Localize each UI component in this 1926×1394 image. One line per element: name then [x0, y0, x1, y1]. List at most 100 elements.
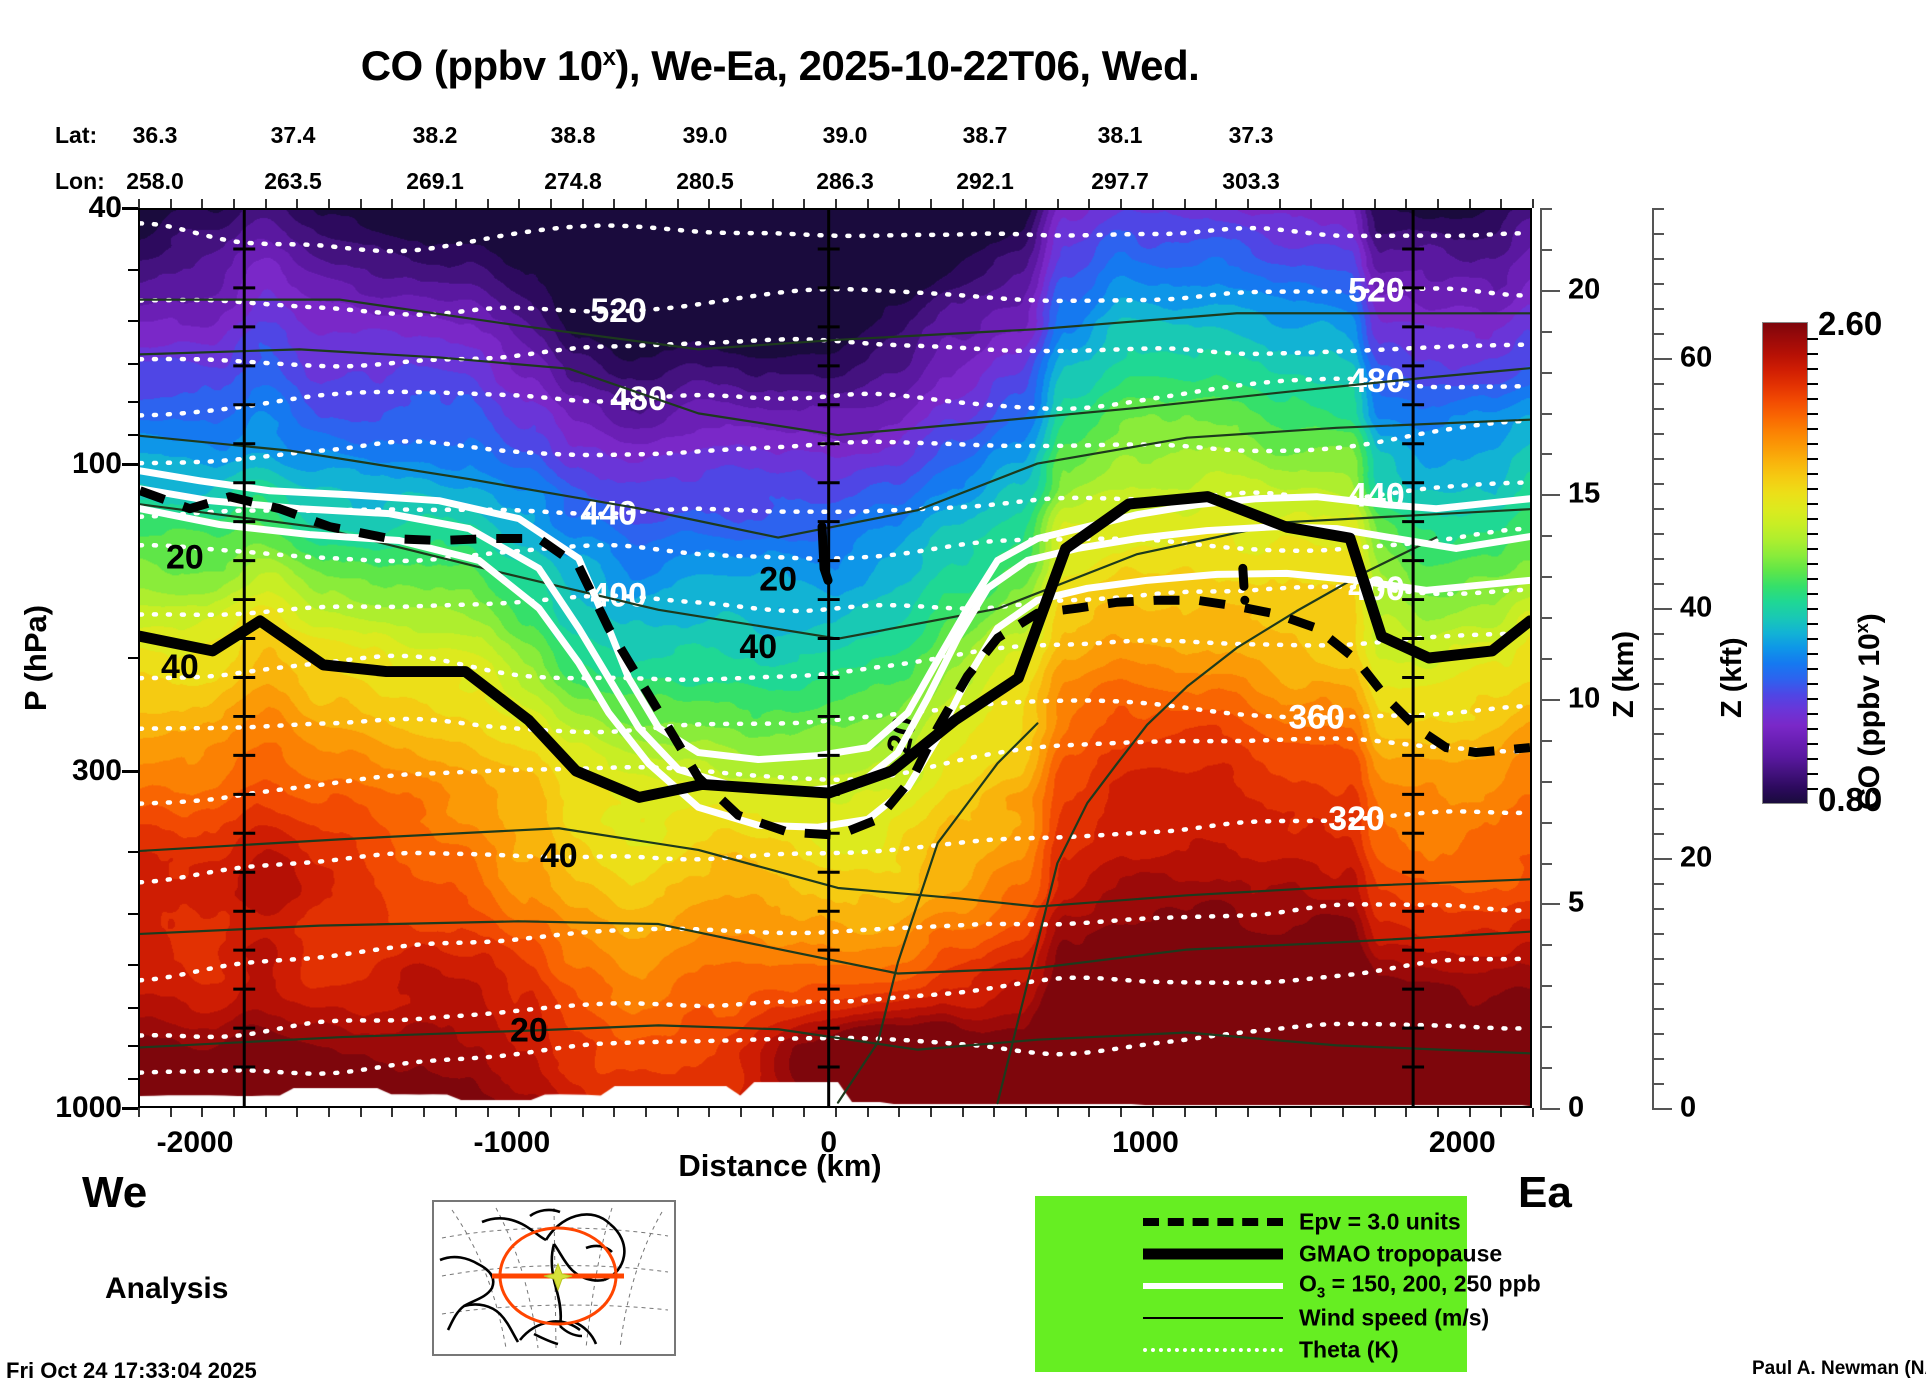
- altitude-kft-label-0: 0: [1680, 1091, 1697, 1124]
- colorbar-tick: [1807, 443, 1818, 445]
- o3-contour-200: [140, 485, 1530, 795]
- altitude-km-tick: [1540, 289, 1560, 292]
- distance-tick-top: [1215, 199, 1218, 208]
- longitude-value-4: 280.5: [676, 168, 734, 194]
- legend-sample-dashed-thick: [1143, 1218, 1283, 1226]
- altitude-kft-tick: [1652, 433, 1664, 435]
- colorbar-min-label: 0.80: [1818, 781, 1883, 818]
- altitude-km-tick: [1540, 412, 1552, 415]
- co-field-canvas: [140, 210, 1530, 1106]
- legend-label-sub: 3: [1316, 1284, 1326, 1302]
- distance-tick: [1215, 1108, 1218, 1117]
- distance-tick-top: [771, 199, 774, 208]
- altitude-kft-tick: [1652, 883, 1664, 885]
- co-colorfill: [140, 210, 1530, 1106]
- theta-contour-300: [140, 902, 1529, 983]
- colorbar-tick: [1807, 638, 1818, 640]
- legend[interactable]: Epv = 3.0 units GMAO tropopause O3 = 150, …: [1035, 1196, 1541, 1372]
- colorbar-tick: [1807, 428, 1818, 430]
- theta-contour-400: [140, 584, 1529, 618]
- distance-tick: [138, 1108, 140, 1117]
- latitude-value-3: 38.8: [550, 122, 596, 148]
- theta-contour-360: [140, 698, 1529, 735]
- colorbar-tick: [1807, 353, 1818, 355]
- altitude-kft-tick: [1652, 408, 1664, 410]
- cross-section-plot[interactable]: 520 520 480 480 440 440 400 400 360 320 20 20 40 40 40…: [138, 208, 1532, 1108]
- distance-tick: [1500, 1108, 1503, 1117]
- distance-tick-top: [1310, 199, 1313, 208]
- o3-contour-150: [140, 467, 1530, 764]
- distance-tick-label--1000: -1000: [473, 1126, 551, 1159]
- distance-tick: [486, 1108, 489, 1117]
- inset-locator-map[interactable]: [432, 1200, 676, 1356]
- colorbar-tick: [1807, 608, 1818, 610]
- distance-tick-top: [613, 199, 616, 208]
- altitude-km-tick: [1540, 944, 1552, 947]
- latitude-value-7: 38.1: [1097, 122, 1143, 148]
- distance-tick: [169, 1108, 172, 1117]
- distance-tick-label-0: 0: [820, 1126, 837, 1159]
- colorbar-tick: [1807, 533, 1818, 535]
- distance-tick: [1246, 1108, 1249, 1117]
- altitude-kft-tick: [1652, 1033, 1664, 1035]
- colorbar-tick: [1807, 458, 1818, 460]
- distance-tick: [866, 1108, 869, 1117]
- distance-tick: [1183, 1108, 1186, 1117]
- distance-tick: [423, 1108, 426, 1117]
- theta-contour-320: [140, 809, 1529, 885]
- distance-tick-top: [1183, 199, 1186, 208]
- latitude-label: Lat:: [55, 122, 98, 148]
- legend-row-1[interactable]: GMAO tropopause: [1047, 1238, 1502, 1270]
- altitude-kft-tick: [1652, 508, 1664, 510]
- wind-label-40-low: 40: [540, 837, 578, 875]
- altitude-kft-tick: [1652, 258, 1664, 260]
- colorbar-tick: [1807, 593, 1818, 595]
- altitude-km-tick: [1540, 780, 1552, 783]
- altitude-km-label-0: 0: [1568, 1091, 1585, 1124]
- distance-tick: [1405, 1108, 1408, 1117]
- legend-row-3[interactable]: Wind speed (m/s): [1047, 1302, 1489, 1334]
- distance-tick: [1056, 1108, 1059, 1117]
- colorbar-tick: [1807, 383, 1818, 385]
- pressure-minor-tick: [128, 320, 138, 323]
- latitude-value-6: 38.7: [962, 122, 1008, 148]
- tropopause-fragment-b: [1238, 563, 1250, 605]
- west-endpoint-label: We: [82, 1168, 148, 1217]
- legend-sample-solid-thick: [1143, 1248, 1283, 1260]
- title-superscript: x: [602, 44, 616, 71]
- distance-tick: [1151, 1108, 1154, 1117]
- legend-row-2[interactable]: O3 = 150, 200, 250 ppb: [1047, 1270, 1541, 1302]
- legend-label-1: GMAO tropopause: [1299, 1240, 1503, 1267]
- windspeed-contour-20-4: [140, 827, 1530, 908]
- theta-contour-520: [140, 286, 1529, 317]
- colorbar-tick: [1807, 668, 1818, 670]
- pressure-minor-tick: [128, 913, 138, 916]
- altitude-kft-tick: [1652, 758, 1664, 760]
- distance-tick-top: [359, 199, 362, 208]
- theta-contour-500: [140, 336, 1529, 369]
- pressure-minor-tick: [128, 433, 138, 436]
- wind-label-20-west: 20: [166, 538, 204, 576]
- altitude-km-tick: [1540, 330, 1552, 333]
- legend-row-0[interactable]: Epv = 3.0 units: [1047, 1206, 1467, 1238]
- pressure-minor-tick: [128, 463, 138, 466]
- altitude-kft-tick: [1652, 683, 1664, 685]
- altitude-km-tick: [1540, 617, 1552, 620]
- distance-tick-top: [296, 199, 299, 208]
- theta-label-360: 360: [1288, 699, 1345, 737]
- theta-contour-420: [140, 526, 1529, 564]
- distance-tick-top: [993, 199, 996, 208]
- distance-tick: [233, 1108, 236, 1117]
- longitude-label: Lon:: [55, 168, 105, 194]
- altitude-km-tick: [1540, 903, 1560, 906]
- distance-tick-top: [676, 199, 679, 208]
- legend-row-4[interactable]: Theta (K): [1047, 1334, 1467, 1366]
- distance-tick: [708, 1108, 711, 1117]
- analysis-label: Analysis: [105, 1272, 229, 1305]
- pressure-minor-tick: [128, 400, 138, 403]
- colorbar-title-post: ): [1853, 613, 1886, 624]
- colorbar[interactable]: [1762, 322, 1818, 804]
- colorbar-tick: [1807, 758, 1818, 760]
- altitude-km-tick: [1540, 248, 1552, 251]
- distance-tick: [930, 1108, 933, 1117]
